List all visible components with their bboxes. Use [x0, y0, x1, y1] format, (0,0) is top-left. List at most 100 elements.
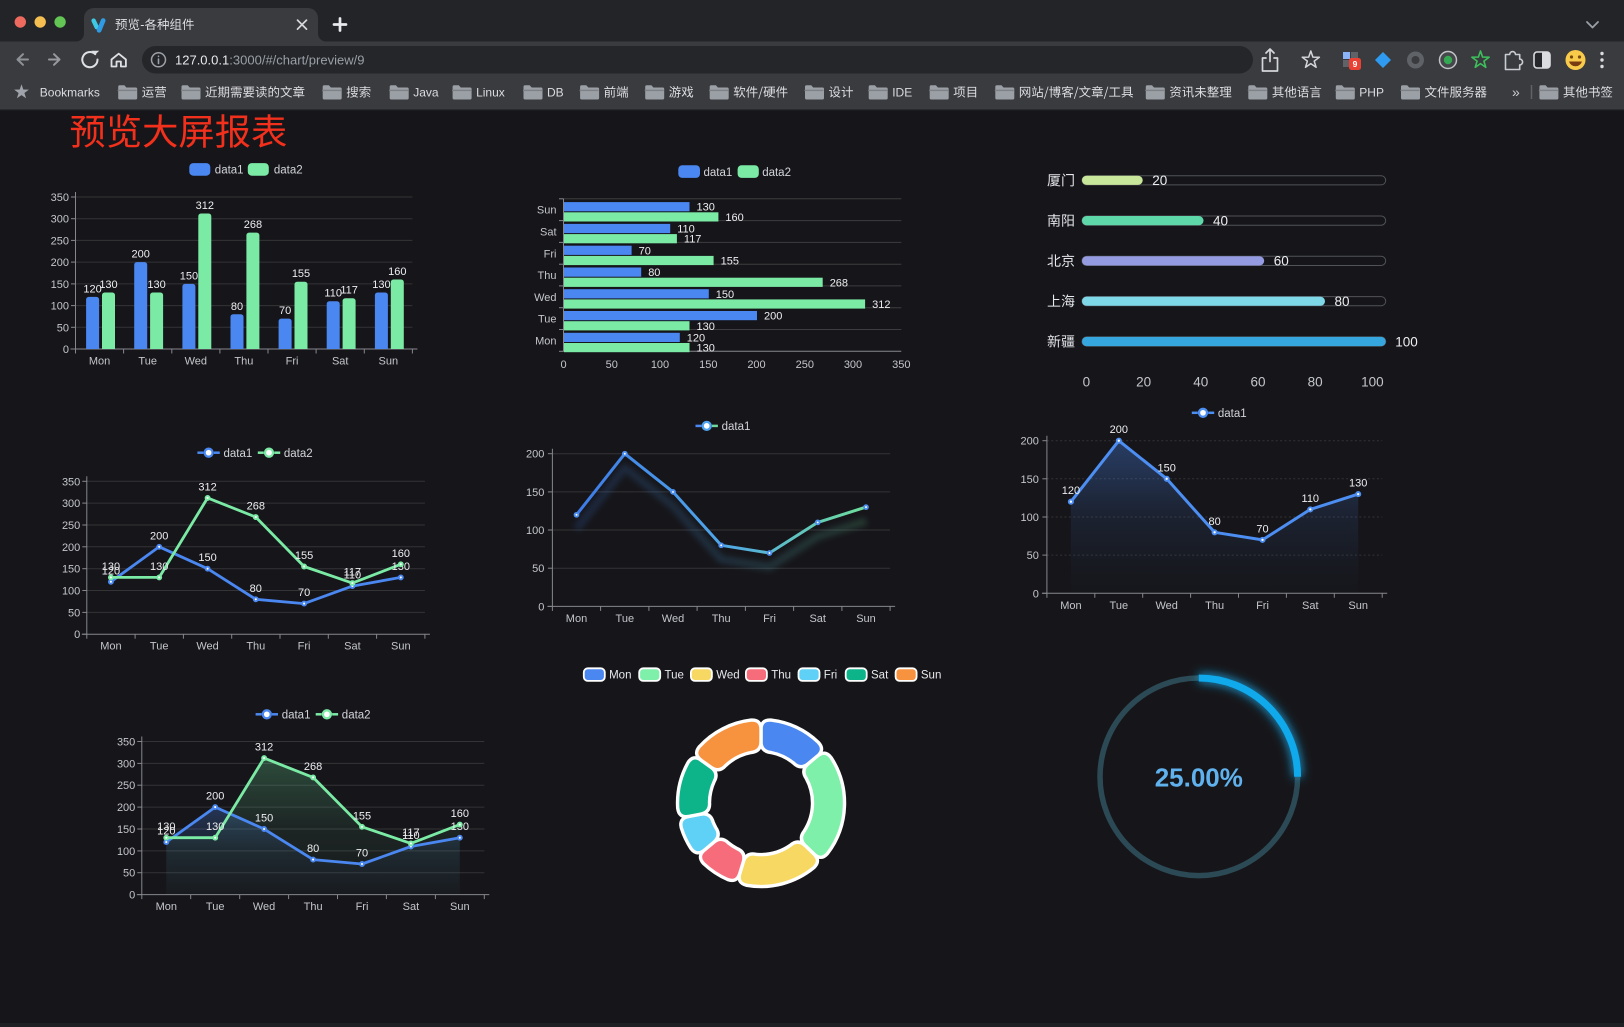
svg-text:data2: data2	[762, 167, 791, 179]
svg-text:130: 130	[99, 279, 117, 291]
svg-text:80: 80	[648, 267, 660, 279]
svg-text:130: 130	[697, 321, 715, 333]
svg-text:155: 155	[292, 268, 310, 280]
svg-text:0: 0	[1033, 588, 1039, 600]
svg-text:PHP: PHP	[1359, 85, 1384, 99]
svg-text:Sat: Sat	[344, 641, 361, 653]
svg-text:80: 80	[1208, 516, 1220, 528]
svg-text:200: 200	[764, 311, 782, 323]
svg-text:100: 100	[117, 846, 135, 858]
svg-text:300: 300	[844, 359, 862, 371]
svg-text:150: 150	[198, 552, 216, 564]
svg-text:Fri: Fri	[286, 356, 299, 368]
svg-text:150: 150	[526, 487, 544, 499]
svg-text:80: 80	[307, 843, 319, 855]
svg-text:268: 268	[244, 219, 262, 231]
svg-text:DB: DB	[547, 85, 564, 99]
svg-text:110: 110	[402, 830, 420, 842]
svg-text:300: 300	[51, 214, 69, 226]
svg-text:data2: data2	[274, 165, 303, 177]
svg-text:80: 80	[1308, 375, 1323, 390]
svg-text:50: 50	[57, 322, 69, 334]
svg-text:130: 130	[147, 279, 165, 291]
svg-text:-: -	[140, 18, 144, 32]
svg-text:60: 60	[1274, 254, 1289, 269]
svg-text:50: 50	[532, 563, 544, 575]
svg-text:Sun: Sun	[921, 670, 941, 682]
svg-text:80: 80	[231, 301, 243, 313]
svg-text:100: 100	[526, 525, 544, 537]
svg-text:312: 312	[196, 200, 214, 212]
svg-text:Tue: Tue	[538, 314, 557, 326]
svg-text:Mon: Mon	[100, 641, 121, 653]
svg-text:120: 120	[83, 283, 101, 295]
svg-text:300: 300	[117, 758, 135, 770]
svg-text:70: 70	[639, 245, 651, 257]
svg-text:350: 350	[892, 359, 910, 371]
svg-text:312: 312	[255, 742, 273, 754]
svg-text:data1: data1	[704, 167, 733, 179]
svg-text:0: 0	[129, 890, 135, 902]
svg-text:Sat: Sat	[871, 670, 889, 682]
svg-text:0: 0	[538, 601, 544, 613]
svg-text:160: 160	[725, 212, 743, 224]
svg-text:50: 50	[68, 607, 80, 619]
svg-text:Wed: Wed	[185, 356, 207, 368]
svg-text:0: 0	[74, 629, 80, 641]
svg-text:117: 117	[340, 285, 358, 297]
svg-text:Thu: Thu	[712, 613, 731, 625]
svg-text:Thu: Thu	[304, 901, 323, 913]
svg-text:data1: data1	[1218, 408, 1247, 420]
svg-text:120: 120	[102, 565, 120, 577]
svg-text:Bookmarks: Bookmarks	[40, 85, 100, 99]
svg-text:130: 130	[1349, 478, 1367, 490]
svg-text:0: 0	[1083, 375, 1091, 390]
svg-text:100: 100	[1021, 512, 1039, 524]
svg-text:Java: Java	[413, 85, 439, 99]
svg-text:100: 100	[62, 586, 80, 598]
svg-text:250: 250	[117, 780, 135, 792]
svg-text:200: 200	[150, 530, 168, 542]
svg-text:Thu: Thu	[771, 670, 791, 682]
svg-text:120: 120	[1062, 485, 1080, 497]
svg-text:120: 120	[687, 332, 705, 344]
svg-text:0: 0	[63, 344, 69, 356]
svg-text:117: 117	[344, 567, 362, 579]
svg-text:130: 130	[697, 343, 715, 355]
svg-text:Mon: Mon	[609, 670, 631, 682]
svg-text:Wed: Wed	[716, 670, 739, 682]
svg-text:80: 80	[1335, 294, 1350, 309]
svg-text:70: 70	[1256, 523, 1268, 535]
svg-text:110: 110	[324, 288, 342, 300]
svg-text:IDE: IDE	[892, 85, 912, 99]
svg-text:160: 160	[392, 548, 410, 560]
svg-text:250: 250	[51, 235, 69, 247]
svg-text:25.00%: 25.00%	[1155, 762, 1243, 792]
svg-text:40: 40	[1213, 213, 1228, 228]
svg-text:Thu: Thu	[234, 356, 253, 368]
svg-text:200: 200	[206, 791, 224, 803]
svg-text:Mon: Mon	[89, 356, 110, 368]
svg-text:60: 60	[1250, 375, 1265, 390]
svg-text:200: 200	[117, 802, 135, 814]
svg-text:130: 130	[372, 279, 390, 291]
svg-text:50: 50	[606, 359, 618, 371]
svg-text:data1: data1	[224, 448, 253, 460]
svg-text:150: 150	[51, 279, 69, 291]
svg-text:350: 350	[51, 192, 69, 204]
svg-text:155: 155	[353, 810, 371, 822]
svg-text:160: 160	[388, 266, 406, 278]
svg-text:250: 250	[796, 359, 814, 371]
svg-text:Wed: Wed	[1155, 600, 1177, 612]
svg-text:Sat: Sat	[809, 613, 826, 625]
svg-text:155: 155	[721, 256, 739, 268]
svg-text:50: 50	[1027, 550, 1039, 562]
svg-text:150: 150	[117, 824, 135, 836]
svg-text:Fri: Fri	[1256, 600, 1269, 612]
svg-text:Sun: Sun	[391, 641, 411, 653]
svg-text:130: 130	[150, 561, 168, 573]
svg-text:40: 40	[1193, 375, 1208, 390]
svg-text:110: 110	[677, 224, 695, 236]
svg-text:Tue: Tue	[665, 670, 684, 682]
svg-text:data1: data1	[722, 421, 751, 433]
